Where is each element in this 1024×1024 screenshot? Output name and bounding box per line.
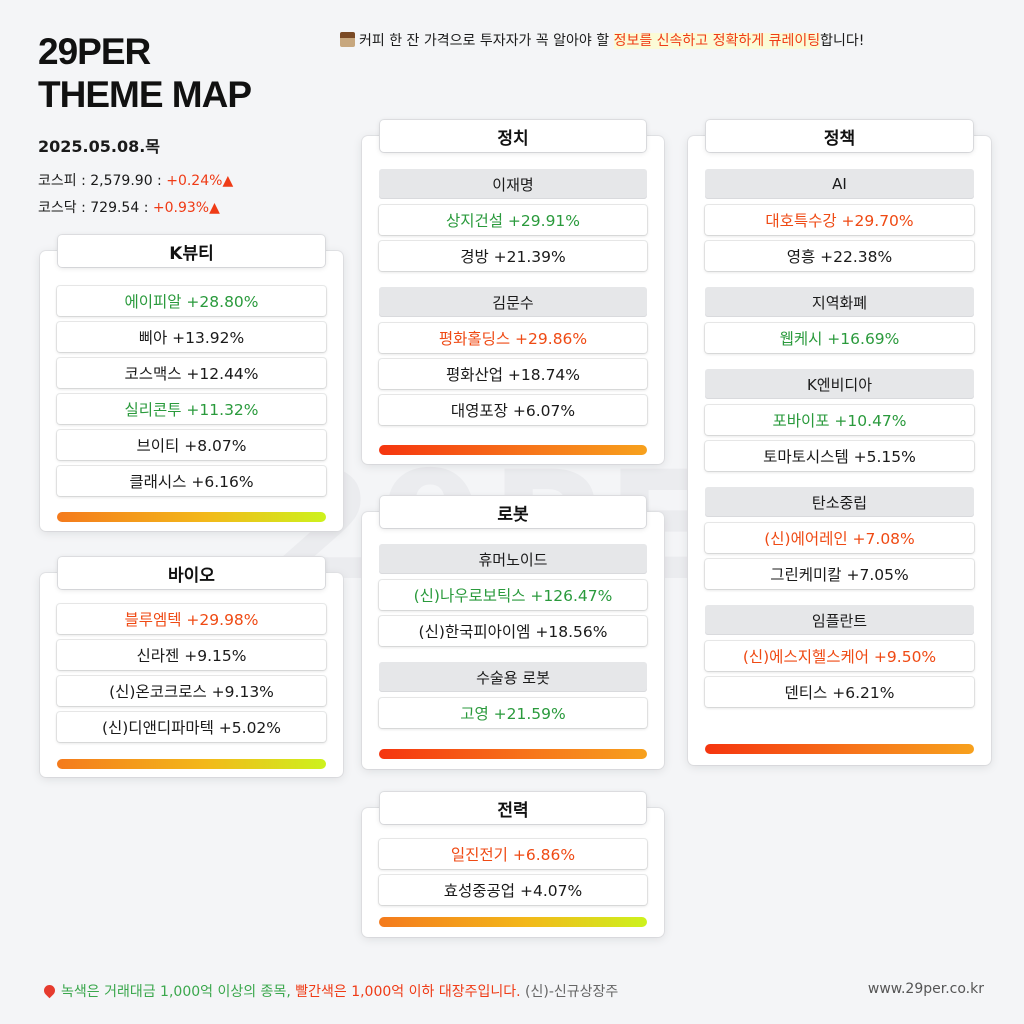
index-change: +0.24% [166,173,223,189]
subtheme-label: 김문수 [379,287,647,317]
brand-line-1: 29PER [38,31,151,72]
theme-card-politics: 정치 이재명 상지건설 +29.91% 경방 +21.39% 김문수 평화홀딩스… [362,120,664,464]
index-label: 코스피 : 2,579.90 : [38,173,167,189]
subtheme-label: 지역화폐 [705,287,974,317]
subtheme-label: K엔비디아 [705,369,974,399]
pin-icon [41,982,58,999]
stock-item: 에이피알 +28.80% [57,286,326,316]
coffee-icon [340,32,355,47]
tagline: 커피 한 잔 가격으로 투자자가 꼭 알아야 할 정보를 신속하고 정확하게 큐… [340,30,864,50]
index-label: 코스닥 : 729.54 : [38,200,153,216]
subtheme-label: 휴머노이드 [379,544,647,574]
stock-item: 그린케미칼 +7.05% [705,559,974,589]
stock-item: 상지건설 +29.91% [379,205,647,235]
tagline-plain: 커피 한 잔 가격으로 투자자가 꼭 알아야 할 [359,33,614,49]
stock-item: 브이티 +8.07% [57,430,326,460]
stock-item: 영흥 +22.38% [705,241,974,271]
brand-line-2: THEME MAP [38,74,252,115]
theme-card-policy: 정책 AI 대호특수강 +29.70% 영흥 +22.38% 지역화폐 웹케시 … [688,120,991,765]
index-change: +0.93% [152,200,210,216]
theme-card-power: 전력 일진전기 +6.86% 효성중공업 +4.07% [362,792,664,937]
date-label: 2025.05.08.목 [38,137,161,156]
stock-item: 신라젠 +9.15% [57,640,326,670]
stock-list: 블루엠텍 +29.98% 신라젠 +9.15% (신)온코크로스 +9.13% … [57,604,326,748]
index-kosdaq: 코스닥 : 729.54 : +0.93%▲ [38,197,220,217]
stock-item: 평화산업 +18.74% [379,359,647,389]
stock-list: 일진전기 +6.86% 효성중공업 +4.07% [379,839,647,911]
stock-item: 대호특수강 +29.70% [705,205,974,235]
accent-bar [57,759,326,769]
stock-item: 클래시스 +6.16% [57,466,326,496]
stock-item: 블루엠텍 +29.98% [57,604,326,634]
stock-list: 휴머노이드 (신)나우로보틱스 +126.47% (신)한국피아이엠 +18.5… [379,544,647,734]
card-title: 정치 [380,120,646,152]
legend-new-listing-text: (신)-신규상장주 [525,984,619,1000]
up-arrow-icon: ▲ [209,200,220,216]
stock-item: (신)디앤디파마텍 +5.02% [57,712,326,742]
stock-item: 삐아 +13.92% [57,322,326,352]
stock-item: 평화홀딩스 +29.86% [379,323,647,353]
stock-item: (신)나우로보틱스 +126.47% [379,580,647,610]
legend-note: 녹색은 거래대금 1,000억 이상의 종목, 빨간색은 1,000억 이하 대… [41,981,619,1001]
stock-item: 실리콘투 +11.32% [57,394,326,424]
up-arrow-icon: ▲ [222,173,234,189]
card-title: 바이오 [58,557,325,589]
index-kospi: 코스피 : 2,579.90 : +0.24%▲ [38,170,233,190]
stock-item: 포바이포 +10.47% [705,405,974,435]
website-url: www.29per.co.kr [867,981,984,997]
tagline-highlight: 정보를 신속하고 정확하게 큐레이팅 [613,33,821,49]
stock-item: 고영 +21.59% [379,698,647,728]
stock-item: 경방 +21.39% [379,241,647,271]
stock-item: 효성중공업 +4.07% [379,875,647,905]
stock-item: 코스맥스 +12.44% [57,358,326,388]
subtheme-label: 이재명 [379,169,647,199]
stock-item: (신)에어레인 +7.08% [705,523,974,553]
stock-item: 웹케시 +16.69% [705,323,974,353]
card-title: K뷰티 [58,235,325,267]
accent-bar [57,512,326,522]
theme-card-robot: 로봇 휴머노이드 (신)나우로보틱스 +126.47% (신)한국피아이엠 +1… [362,496,664,769]
subtheme-label: AI [705,169,974,199]
stock-item: 토마토시스템 +5.15% [705,441,974,471]
legend-red-text: 빨간색은 1,000억 이하 대장주입니다. [295,984,526,1000]
theme-card-bio: 바이오 블루엠텍 +29.98% 신라젠 +9.15% (신)온코크로스 +9.… [40,557,343,777]
theme-card-kbeauty: K뷰티 에이피알 +28.80% 삐아 +13.92% 코스맥스 +12.44%… [40,235,343,531]
stock-list: 에이피알 +28.80% 삐아 +13.92% 코스맥스 +12.44% 실리콘… [57,286,326,502]
tagline-end: 합니다! [820,33,865,49]
card-title: 전력 [380,792,646,824]
legend-green-text: 녹색은 거래대금 1,000억 이상의 종목, [61,984,296,1000]
stock-list: AI 대호특수강 +29.70% 영흥 +22.38% 지역화폐 웹케시 +16… [705,169,974,713]
stock-item: 일진전기 +6.86% [379,839,647,869]
stock-list: 이재명 상지건설 +29.91% 경방 +21.39% 김문수 평화홀딩스 +2… [379,169,647,431]
accent-bar [705,744,974,754]
stock-item: 덴티스 +6.21% [705,677,974,707]
accent-bar [379,917,647,927]
subtheme-label: 탄소중립 [705,487,974,517]
card-title: 로봇 [380,496,646,528]
stock-item: 대영포장 +6.07% [379,395,647,425]
subtheme-label: 임플란트 [705,605,974,635]
brand-logo: 29PER THEME MAP [38,30,252,116]
stock-item: (신)온코크로스 +9.13% [57,676,326,706]
stock-item: (신)에스지헬스케어 +9.50% [705,641,974,671]
stock-item: (신)한국피아이엠 +18.56% [379,616,647,646]
accent-bar [379,445,647,455]
accent-bar [379,749,647,759]
card-title: 정책 [706,120,973,152]
subtheme-label: 수술용 로봇 [379,662,647,692]
